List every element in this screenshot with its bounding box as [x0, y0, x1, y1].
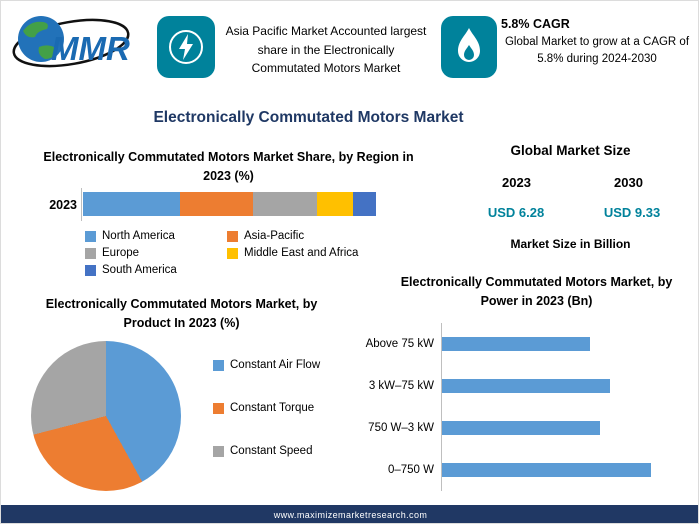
- region-bar-category: 2023: [49, 198, 77, 212]
- legend-item: Middle East and Africa: [227, 247, 405, 259]
- power-row: 750 W–3 kW: [353, 407, 685, 449]
- power-row: Above 75 kW: [353, 323, 685, 365]
- legend-label: Europe: [102, 247, 140, 259]
- cagr-title: 5.8% CAGR: [501, 17, 570, 31]
- market-size-value-2023: USD 6.28: [487, 205, 545, 220]
- footer-text: www.maximizemarketresearch.com: [273, 510, 428, 520]
- region-segment-middle-east-and-africa: [317, 192, 353, 216]
- footer-bar: www.maximizemarketresearch.com: [1, 505, 698, 523]
- power-bar: [442, 379, 611, 393]
- legend-swatch: [85, 247, 96, 259]
- power-chart-title: Electronically Commutated Motors Market,…: [400, 275, 673, 308]
- power-track: [441, 407, 685, 449]
- legend-item: Asia-Pacific: [227, 230, 405, 242]
- legend-label: Constant Speed: [230, 445, 313, 457]
- legend-swatch: [227, 247, 238, 259]
- power-chart: Above 75 kW 3 kW–75 kW 750 W–3 kW 0–750 …: [353, 323, 685, 491]
- market-size-heading: Global Market Size: [510, 143, 631, 158]
- highlight-badge: [157, 16, 215, 78]
- legend-swatch: [85, 230, 96, 242]
- product-chart-title: Electronically Commutated Motors Market,…: [45, 297, 318, 330]
- product-pie: [31, 341, 181, 491]
- lightning-icon: [169, 30, 203, 64]
- power-row: 3 kW–75 kW: [353, 365, 685, 407]
- power-track: [441, 365, 685, 407]
- legend-item: Constant Speed: [213, 445, 353, 457]
- region-legend: North America Asia-Pacific Europe Middle…: [85, 230, 405, 276]
- product-legend: Constant Air Flow Constant Torque Consta…: [213, 359, 353, 488]
- legend-swatch: [85, 264, 96, 276]
- legend-swatch: [213, 359, 224, 371]
- legend-item: Constant Torque: [213, 402, 353, 414]
- cagr-text-block: 5.8% CAGR Global Market to grow at a CAG…: [501, 17, 693, 67]
- asia-pacific-highlight-text: Asia Pacific Market Accounted largest sh…: [225, 24, 427, 76]
- cagr-description: Global Market to grow at a CAGR of 5.8% …: [504, 36, 690, 65]
- legend-swatch: [213, 402, 224, 414]
- logo-text: MMR: [51, 30, 130, 67]
- legend-label: Middle East and Africa: [244, 247, 359, 259]
- power-category-label: Above 75 kW: [365, 338, 434, 350]
- flame-icon: [458, 28, 480, 62]
- cagr-badge: [441, 16, 497, 78]
- page-title: Electronically Commutated Motors Market: [153, 109, 464, 126]
- power-track: [441, 323, 685, 365]
- legend-swatch: [227, 230, 238, 242]
- region-stacked-bar: [83, 192, 376, 216]
- market-size-note: Market Size in Billion: [510, 237, 631, 251]
- market-size-value-2030: USD 9.33: [603, 205, 661, 220]
- market-size-year-2030: 2030: [614, 175, 643, 190]
- power-bar: [442, 421, 600, 435]
- legend-item: Constant Air Flow: [213, 359, 353, 371]
- power-category-label: 3 kW–75 kW: [368, 380, 434, 392]
- legend-item: Europe: [85, 247, 227, 259]
- legend-label: Asia-Pacific: [244, 230, 305, 242]
- power-bar: [442, 463, 651, 477]
- globe-continent: [38, 45, 57, 59]
- region-axis-line: [81, 188, 82, 221]
- region-segment-asia-pacific: [179, 192, 253, 216]
- region-segment-south-america: [352, 192, 376, 216]
- legend-label: North America: [102, 230, 175, 242]
- legend-item: South America: [85, 264, 227, 276]
- logo-orbit: [12, 18, 130, 68]
- legend-item: North America: [85, 230, 227, 242]
- power-track: [441, 449, 685, 491]
- power-category-label: 0–750 W: [387, 464, 434, 476]
- power-bar: [442, 337, 590, 351]
- power-row: 0–750 W: [353, 449, 685, 491]
- legend-label: Constant Torque: [230, 402, 315, 414]
- region-segment-europe: [252, 192, 318, 216]
- legend-swatch: [213, 445, 224, 457]
- region-segment-north-america: [83, 192, 180, 216]
- legend-label: South America: [102, 264, 177, 276]
- globe-continent: [23, 21, 48, 38]
- power-category-label: 750 W–3 kW: [368, 422, 434, 434]
- mmr-logo: MMR: [9, 7, 149, 81]
- market-size-year-2023: 2023: [502, 175, 531, 190]
- region-chart-title: Electronically Commutated Motors Market …: [43, 150, 414, 183]
- legend-label: Constant Air Flow: [230, 359, 321, 371]
